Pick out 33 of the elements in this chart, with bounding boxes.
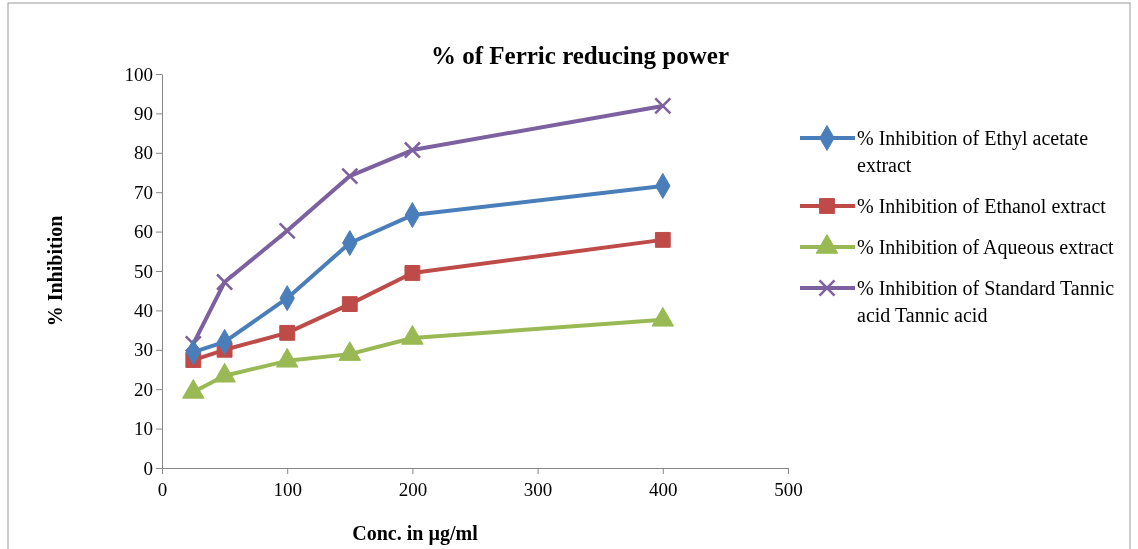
y-tick-label: 40 xyxy=(134,299,153,321)
point xyxy=(404,265,421,281)
legend-label: % Inhibition of Standard Tannic acid Tannic acid xyxy=(857,277,1115,326)
point xyxy=(403,141,422,159)
y-tick-label: 0 xyxy=(143,457,153,479)
y-tick-label: 100 xyxy=(124,63,153,85)
point xyxy=(278,222,296,240)
x-axis-title: Conc. in µg/ml xyxy=(352,522,479,545)
x-tick-label: 400 xyxy=(649,479,678,500)
point xyxy=(215,273,234,291)
y-axis-title: % Inhibition xyxy=(44,215,66,327)
legend-label: % Inhibition of Aqueous extract xyxy=(857,236,1115,259)
y-tick-label: 10 xyxy=(134,418,153,440)
point xyxy=(341,296,358,313)
y-tick-label: 60 xyxy=(134,221,153,243)
y-tick-label: 20 xyxy=(134,378,153,400)
y-tick-label: 30 xyxy=(134,339,153,361)
y-tick-label: 90 xyxy=(134,102,153,124)
x-tick-label: 500 xyxy=(774,479,803,500)
point xyxy=(654,231,671,248)
y-tick-label: 70 xyxy=(134,181,153,203)
x-tick-label: 300 xyxy=(523,479,553,500)
point xyxy=(279,324,296,341)
legend-label: % Inhibition of Ethanol extract xyxy=(857,195,1107,217)
x-tick-label: 0 xyxy=(157,479,168,500)
x-tick-label: 200 xyxy=(398,479,428,500)
legend-label: % Inhibition of Ethyl acetate extract xyxy=(857,127,1089,176)
y-tick-label: 50 xyxy=(134,260,153,282)
point xyxy=(341,167,359,185)
chart-title: % of Ferric reducing power xyxy=(430,42,730,69)
point xyxy=(654,97,672,115)
x-tick-label: 100 xyxy=(273,479,302,500)
y-tick-label: 80 xyxy=(134,142,153,164)
